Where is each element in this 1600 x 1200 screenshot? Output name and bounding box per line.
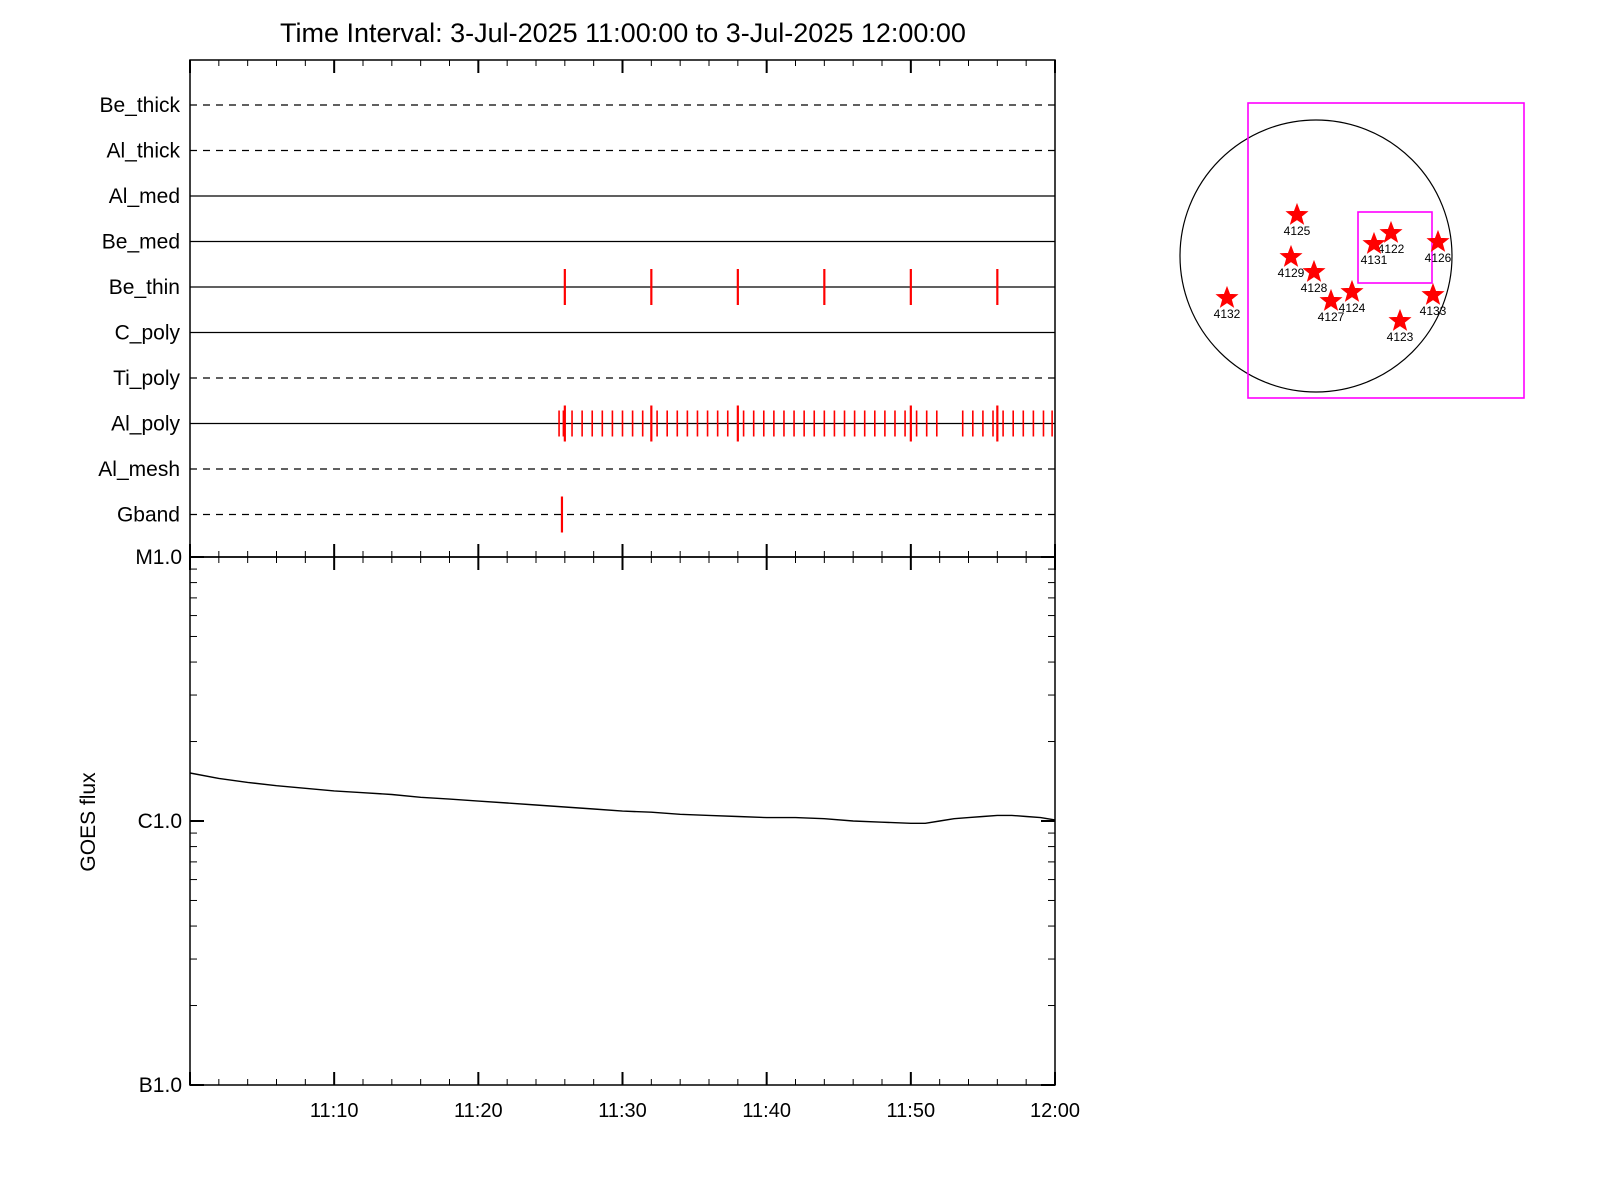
x-tick-label: 11:40 — [742, 1100, 791, 1122]
active-region-star-4133 — [1421, 282, 1445, 305]
fov-box-0 — [1247, 102, 1525, 399]
y-tick-label: B1.0 — [139, 1074, 182, 1097]
active-region-star-4131 — [1362, 231, 1386, 254]
active-region-star-4126 — [1426, 229, 1450, 252]
x-tick-label: 11:10 — [310, 1100, 359, 1122]
active-region-star-4127 — [1319, 288, 1343, 311]
x-tick-label: 11:50 — [887, 1100, 936, 1122]
y-tick-label: C1.0 — [138, 810, 182, 833]
active-region-label-4124: 4124 — [1339, 301, 1366, 315]
channel-label-Al_thick: Al_thick — [106, 140, 180, 163]
plot-title: Time Interval: 3-Jul-2025 11:00:00 to 3-… — [280, 18, 966, 48]
timeline-frame — [189, 59, 1056, 558]
channel-label-Al_med: Al_med — [109, 185, 180, 208]
active-region-label-4128: 4128 — [1301, 281, 1328, 295]
goes-flux-curve — [189, 772, 1056, 824]
channel-label-C_poly: C_poly — [115, 322, 181, 345]
channel-label-Be_thin: Be_thin — [109, 276, 180, 299]
x-tick-label: 11:20 — [454, 1100, 503, 1122]
active-region-label-4133: 4133 — [1420, 304, 1447, 318]
goes-panel: 11:10 11:20 11:30 11:40 11:50 12:00 M1.0 C1.0 B1… — [135, 546, 1080, 1122]
goes-ylabel: GOES flux — [77, 772, 100, 872]
channel-label-Be_thick: Be_thick — [99, 94, 180, 117]
solar-disk — [1179, 119, 1453, 393]
fov-box-1 — [1357, 211, 1433, 284]
channel-label-Al_poly: Al_poly — [111, 413, 180, 436]
channel-label-Ti_poly: Ti_poly — [113, 367, 180, 390]
goes-frame — [189, 556, 1056, 1086]
timeline-panel: Be_thick Al_thick Al_med Be_med Be_thin C_pol… — [98, 59, 1056, 558]
active-region-label-4125: 4125 — [1284, 224, 1311, 238]
active-region-label-4127: 4127 — [1318, 310, 1345, 324]
active-region-label-4132: 4132 — [1214, 307, 1241, 321]
active-region-star-4124 — [1340, 279, 1364, 302]
x-tick-label: 12:00 — [1030, 1100, 1080, 1122]
y-tick-label: M1.0 — [135, 546, 182, 569]
channel-label-Al_mesh: Al_mesh — [98, 458, 180, 481]
active-region-label-4126: 4126 — [1425, 251, 1452, 265]
active-region-label-4123: 4123 — [1387, 330, 1414, 344]
active-region-label-4122: 4122 — [1378, 242, 1405, 256]
x-tick-label: 11:30 — [598, 1100, 647, 1122]
channel-label-Gband: Gband — [117, 504, 180, 527]
active-region-star-4123 — [1388, 308, 1412, 331]
active-region-label-4131: 4131 — [1361, 253, 1388, 267]
active-region-star-4122 — [1379, 220, 1403, 243]
channel-label-Be_med: Be_med — [102, 231, 180, 254]
active-region-star-4125 — [1285, 202, 1309, 225]
active-region-star-4132 — [1215, 285, 1239, 308]
active-region-label-4129: 4129 — [1278, 266, 1305, 280]
active-region-star-4129 — [1279, 244, 1303, 267]
active-region-star-4128 — [1302, 259, 1326, 282]
